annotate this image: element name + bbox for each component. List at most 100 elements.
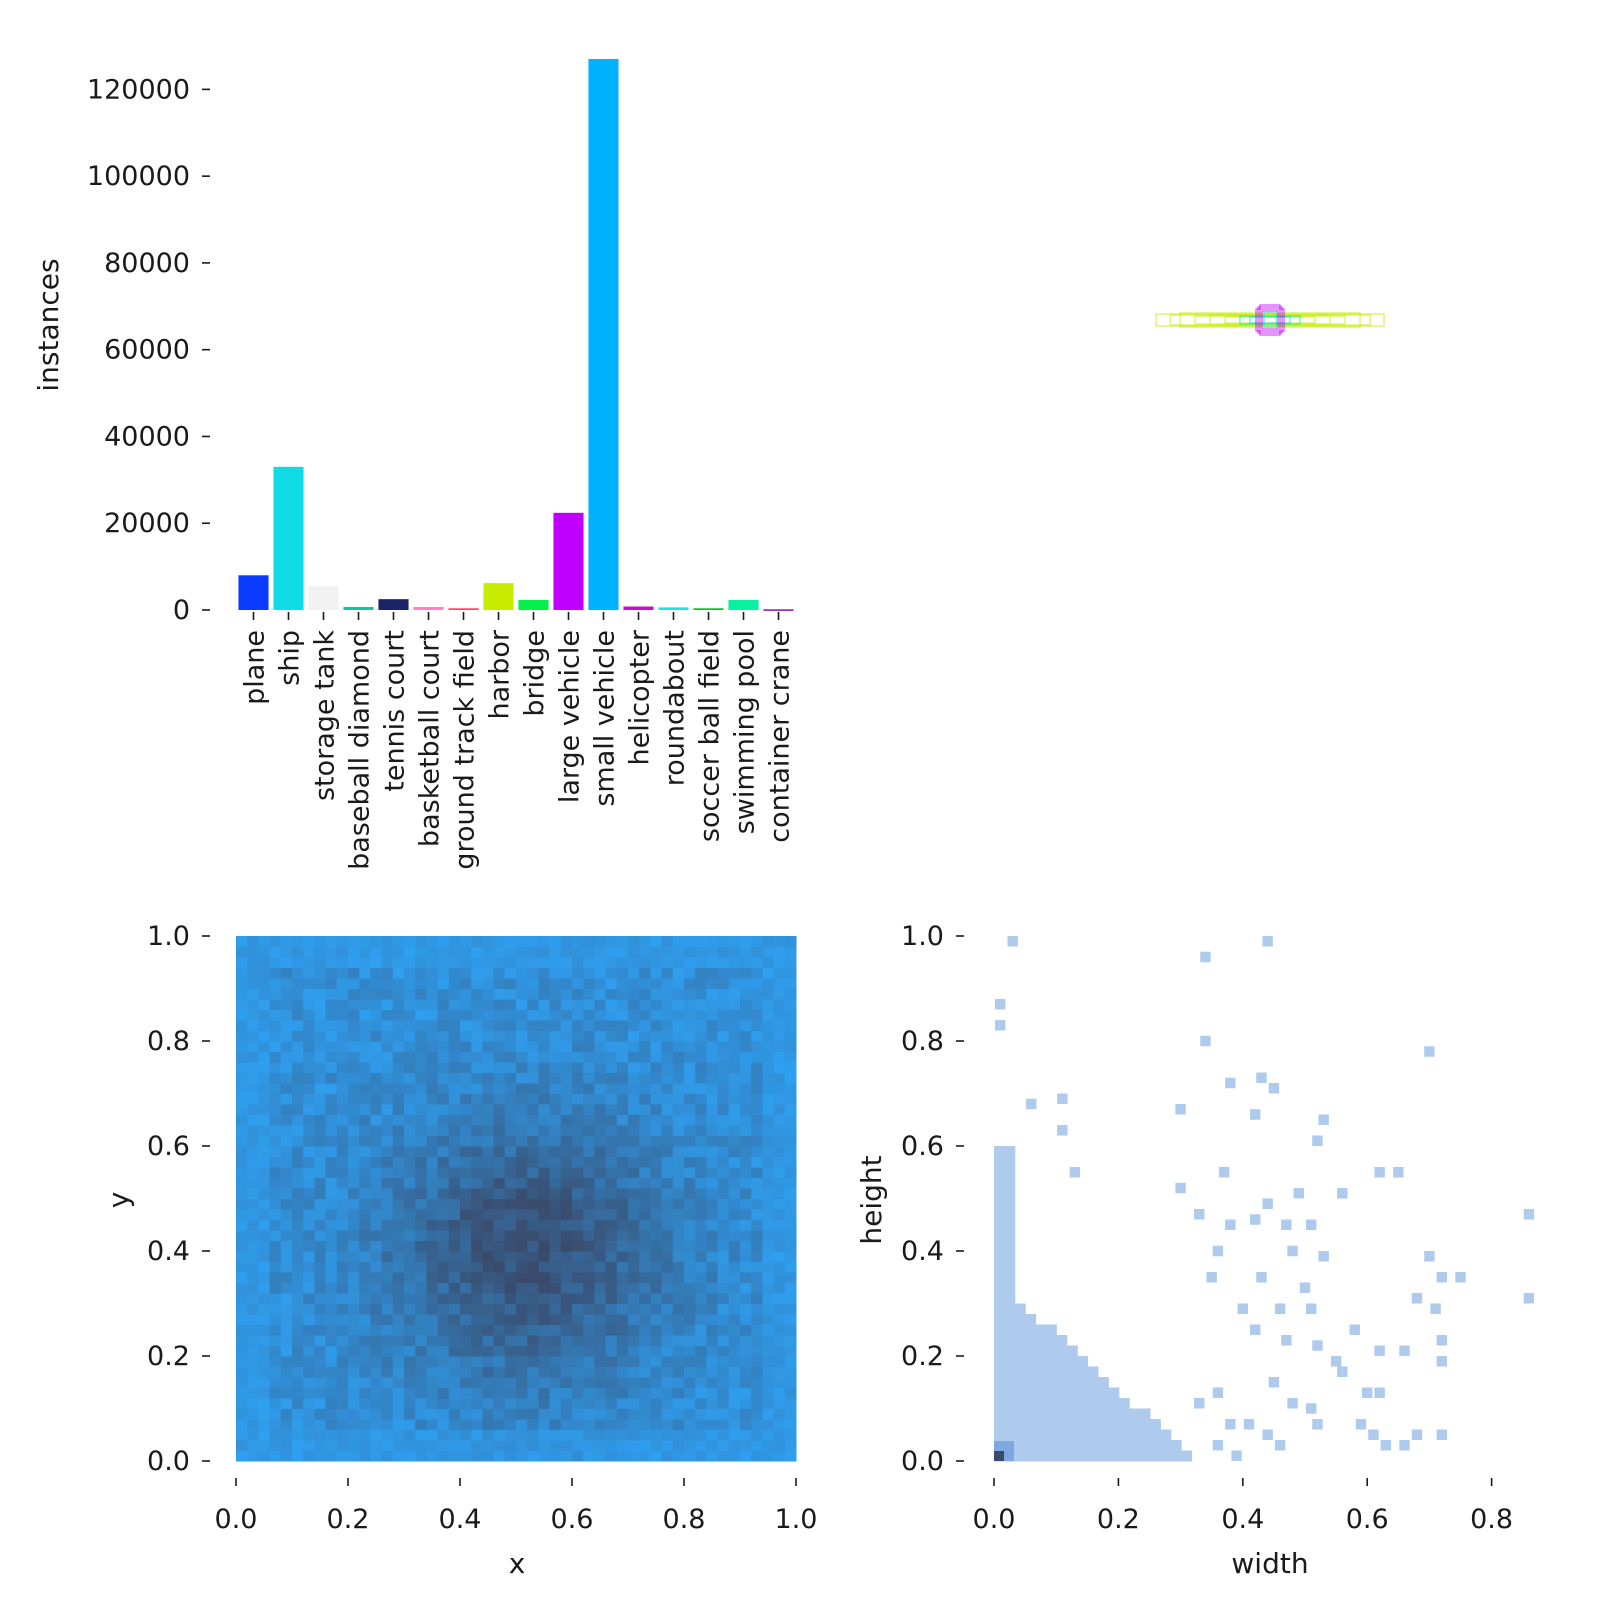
xy-cell <box>650 1261 663 1273</box>
wh-cell <box>1035 1324 1047 1336</box>
xy-cell <box>616 1230 629 1241</box>
xy-cell <box>247 1093 259 1105</box>
xy-cell <box>325 1041 338 1052</box>
xy-cell <box>572 1072 584 1084</box>
xy-cell <box>628 1135 640 1147</box>
box-9 <box>1255 308 1285 332</box>
xy-cell <box>773 1041 786 1052</box>
xy-cell <box>549 1345 562 1357</box>
wh-cell <box>1299 1282 1311 1293</box>
xy-cell <box>784 1314 797 1325</box>
xy-cell <box>639 1198 651 1210</box>
xy-cell <box>504 1072 517 1084</box>
wh-cell <box>1200 951 1211 963</box>
xy-cell <box>359 1324 371 1336</box>
xy-cell <box>504 1167 517 1178</box>
xy-cell <box>370 1167 383 1178</box>
wh-cell <box>1056 1429 1068 1441</box>
xy-cell <box>437 1324 450 1336</box>
xy-cell <box>728 1209 741 1220</box>
xy-cell <box>348 1387 360 1399</box>
xy-cell <box>672 1429 685 1441</box>
xy-cell <box>348 1408 360 1420</box>
xy-cell <box>583 1408 595 1420</box>
xy-cell <box>504 1198 517 1210</box>
xy-cell <box>560 1020 573 1031</box>
xy-cell <box>661 1167 674 1178</box>
xy-cell <box>504 1093 517 1105</box>
xy-cell <box>247 1051 259 1063</box>
bar-11 <box>623 606 654 610</box>
xy-cell <box>784 1345 797 1357</box>
xy-cell <box>773 1230 786 1241</box>
xy-cell <box>292 1198 304 1210</box>
wh-cell <box>1129 1429 1141 1441</box>
xy-cell <box>527 1240 539 1252</box>
xy-cell <box>258 1146 271 1157</box>
wh-xtick-label: 0.8 <box>1470 1504 1513 1535</box>
xy-cell <box>471 1167 483 1178</box>
xy-cell <box>437 1156 450 1168</box>
xy-cell <box>516 1093 528 1105</box>
xy-cell <box>381 1408 394 1420</box>
xy-cell <box>247 1209 259 1220</box>
xy-cell <box>314 988 327 1000</box>
wh-xtick-label: 0.6 <box>1346 1504 1389 1535</box>
wh-cell <box>1118 1419 1130 1430</box>
xy-cell <box>404 1156 416 1168</box>
xy-cell <box>236 1125 248 1136</box>
xy-cell <box>336 1450 349 1462</box>
bar-chart-panel: instances 020000400006000080000100000120… <box>32 59 796 870</box>
wh-cell <box>1014 1419 1026 1430</box>
xy-cell <box>605 1387 618 1399</box>
xy-cell <box>247 1377 259 1388</box>
xy-cell <box>448 1135 461 1147</box>
xy-cell <box>661 1188 674 1199</box>
xy-cell <box>392 946 405 958</box>
xy-cell <box>325 1125 338 1136</box>
xy-cell <box>616 1083 629 1094</box>
xy-cell <box>280 1146 293 1157</box>
xy-cell <box>292 1398 304 1409</box>
wh-cell <box>994 1387 1005 1399</box>
xy-cell <box>280 1282 293 1294</box>
xy-cell <box>359 1261 371 1273</box>
wh-cell <box>1087 1377 1099 1388</box>
xy-cell <box>448 1240 461 1252</box>
xy-cell <box>415 1114 427 1126</box>
xy-cell <box>482 1146 495 1157</box>
bar-xtick-label: plane <box>240 630 271 705</box>
xy-cell <box>258 1251 271 1262</box>
xy-cell <box>370 967 383 979</box>
wh-cell <box>1004 1156 1016 1168</box>
xy-cell <box>572 1314 584 1325</box>
xy-cell <box>628 1093 640 1105</box>
xy-cell <box>314 1041 327 1052</box>
xy-cell <box>572 1366 584 1378</box>
xy-cell <box>549 1104 562 1115</box>
xy-cell <box>605 1230 618 1241</box>
xy-cell <box>572 1083 584 1094</box>
xy-cell <box>605 1324 618 1336</box>
xy-cell <box>773 1114 786 1126</box>
xy-cell <box>471 1282 483 1294</box>
xy-cell <box>482 1125 495 1136</box>
xy-cell <box>784 1135 797 1147</box>
xy-cell <box>247 1030 259 1042</box>
xy-cell <box>269 1030 282 1042</box>
xy-cell <box>482 1030 495 1042</box>
xy-cell <box>247 1146 259 1157</box>
xy-cell <box>370 999 383 1010</box>
xy-cell <box>516 1219 528 1231</box>
xy-cell <box>639 1440 651 1451</box>
xy-cell <box>269 1303 282 1315</box>
xy-cell <box>706 1429 719 1441</box>
xy-cell <box>336 1051 349 1063</box>
xy-cell <box>784 1398 797 1409</box>
xy-cell <box>370 1219 383 1231</box>
xy-cell <box>404 1083 416 1094</box>
xy-cell <box>460 1398 472 1409</box>
wh-cell <box>1014 1345 1026 1357</box>
xy-cell <box>448 1114 461 1126</box>
xy-cell <box>448 1230 461 1241</box>
